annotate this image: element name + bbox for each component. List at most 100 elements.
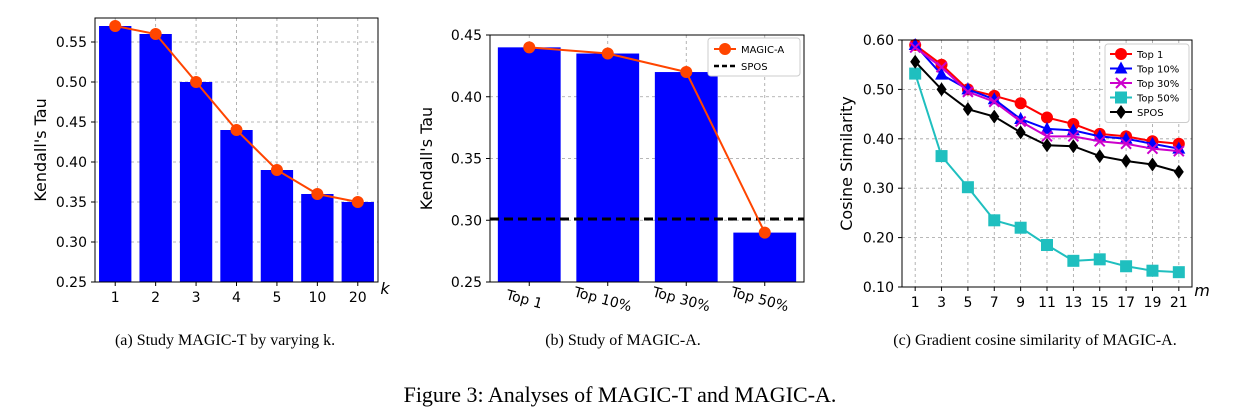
ytick-label: 0.40 [863, 132, 894, 148]
xtick-label: 11 [1038, 295, 1056, 311]
ytick-label: 0.55 [56, 35, 87, 51]
point-top-50- [909, 67, 922, 80]
legend-marker-spos [1116, 105, 1126, 119]
xtick-label: 7 [990, 295, 999, 311]
caption-b: (b) Study of MAGIC-A. [545, 332, 701, 349]
point-top-50- [961, 181, 974, 194]
legend-label-top-10-: Top 10% [1136, 65, 1179, 76]
point-spos [962, 102, 973, 117]
legend-marker-top-50- [1115, 91, 1127, 104]
xtick-label: 2 [151, 290, 160, 306]
line-point [109, 20, 122, 32]
xtick-label: 5 [272, 290, 281, 306]
bar [139, 34, 172, 282]
y-axis-label: Kendall's Tau [31, 98, 50, 201]
bar [733, 232, 797, 282]
ytick-label: 0.40 [451, 90, 482, 106]
legend-marker-magic-a [719, 43, 731, 55]
point-top-30- [1146, 142, 1159, 155]
y-axis-label: Kendall's Tau [417, 107, 436, 210]
line-point [230, 124, 243, 136]
ytick-label: 0.20 [863, 231, 894, 247]
point-top-50- [1041, 239, 1053, 252]
legend-marker-top-30- [1115, 77, 1127, 89]
magic-a-point [523, 41, 536, 54]
xtick-label: 5 [963, 295, 972, 311]
point-top-50- [1172, 266, 1185, 279]
xtick-label: Top 30% [650, 284, 712, 315]
ytick-label: 0.10 [863, 280, 894, 296]
ytick-label: 0.60 [863, 33, 894, 49]
point-top-30- [1041, 130, 1053, 143]
xtick-label: Top 1 [503, 287, 544, 312]
xtick-label: 19 [1144, 295, 1162, 311]
point-spos [1015, 125, 1026, 140]
line-point [270, 164, 283, 176]
xtick-label: 21 [1170, 295, 1188, 311]
ytick-label: 0.50 [863, 82, 894, 98]
bar [341, 202, 374, 282]
bar [301, 194, 334, 282]
line-point [351, 196, 364, 208]
legend-label-magic-a: MAGIC-A [741, 45, 784, 56]
legend: MAGIC-A SPOS [707, 37, 801, 77]
magic-a-point [758, 226, 771, 239]
point-top-30- [1173, 145, 1185, 157]
bar [654, 72, 718, 282]
legend: Top 1 Top 10% Top 30% Top 50% SPOS [1104, 43, 1190, 123]
legend-label-spos: SPOS [741, 62, 768, 73]
legend-marker-top-10- [1114, 61, 1128, 74]
xtick-label: 3 [192, 290, 201, 306]
x-axis-label: k [380, 279, 390, 298]
magic-a-point [601, 47, 614, 60]
bar [497, 47, 561, 282]
point-spos [1147, 157, 1158, 172]
ytick-label: 0.50 [56, 75, 87, 91]
point-top-30- [909, 41, 921, 54]
chart-b-magic-a-study: 0.25 0.30 0.35 0.40 0.45 Top 1 Top 10% Top 30% T… [417, 28, 805, 315]
xtick-label: 13 [1064, 295, 1082, 311]
point-spos [1121, 154, 1132, 169]
point-top-30- [962, 86, 974, 98]
point-top-30- [1120, 138, 1132, 150]
ytick-label: 0.35 [56, 195, 87, 211]
point-spos [1094, 149, 1105, 164]
xtick-label: 9 [1016, 295, 1025, 311]
ytick-label: 0.30 [56, 235, 87, 251]
ytick-label: 0.25 [451, 275, 482, 291]
point-top-10- [1040, 121, 1054, 134]
ytick-label: 0.30 [451, 213, 482, 229]
xtick-label: 4 [232, 290, 241, 306]
legend-marker-top-1 [1115, 48, 1127, 60]
point-top-30- [1067, 130, 1080, 143]
line-point [311, 188, 324, 200]
xtick-label: Top 10% [571, 284, 633, 315]
point-top-1 [1041, 111, 1053, 124]
point-spos [1173, 164, 1184, 179]
point-top-10- [961, 82, 975, 95]
bar [220, 130, 253, 282]
point-top-30- [935, 61, 948, 73]
plot-frame [94, 17, 379, 283]
point-top-50- [988, 214, 1001, 227]
point-top-30- [988, 96, 1000, 108]
line-point [190, 76, 203, 88]
xtick-label: 20 [349, 290, 367, 306]
magic-a-line [529, 46, 766, 234]
point-spos [1068, 139, 1079, 154]
ytick-label: 0.25 [56, 275, 87, 291]
point-top-30- [1014, 115, 1027, 128]
figure-caption: Figure 3: Analyses of MAGIC-T and MAGIC-… [404, 382, 837, 407]
point-top-10- [935, 67, 949, 80]
bar [260, 170, 294, 282]
ytick-label: 0.40 [56, 155, 87, 171]
caption-c: (c) Gradient cosine similarity of MAGIC-… [893, 332, 1176, 349]
point-top-50- [1093, 253, 1106, 266]
point-top-1 [1014, 97, 1027, 110]
point-spos [989, 109, 1000, 124]
xtick-label: 1 [911, 295, 920, 311]
point-top-10- [908, 37, 922, 50]
point-top-50- [935, 150, 948, 163]
ytick-label: 0.45 [56, 115, 87, 131]
plot-frame [901, 39, 1193, 288]
